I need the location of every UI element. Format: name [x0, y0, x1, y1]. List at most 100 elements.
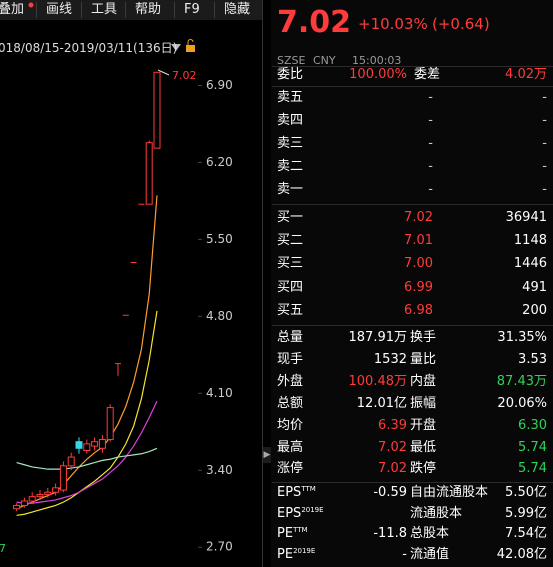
candle-body: [20, 500, 28, 506]
y-tick-label: 4.80: [206, 309, 233, 323]
ask-volume: -: [542, 90, 547, 105]
y-tick-label: 6.20: [206, 155, 233, 169]
bid-volume: 200: [522, 302, 547, 318]
stat-label: 总额: [277, 395, 304, 411]
y-tick-label: 2.70: [206, 540, 233, 554]
moving-average: [16, 310, 158, 516]
fund-label: EPSTTM: [277, 485, 316, 500]
candle-body: [91, 441, 99, 447]
bid-volume: 36941: [505, 210, 547, 225]
ask-volume: -: [542, 113, 547, 128]
stat-value: 6.39: [378, 417, 407, 433]
stat-label: 量比: [410, 351, 437, 367]
fund-value: 5.50亿: [505, 485, 547, 500]
stat-value: 20.06%: [497, 395, 547, 411]
stat-value: 12.01亿: [356, 395, 407, 411]
quote-panel: [271, 0, 553, 567]
stat-value: 187.91万: [348, 330, 408, 345]
bid-volume: 491: [522, 279, 547, 295]
fund-label: PE2019E: [277, 546, 316, 562]
ask-label: 卖一: [277, 182, 304, 197]
candle-body: [28, 496, 36, 502]
change-percent: +10.03%: [358, 15, 428, 33]
y-tick-label: 6.90: [206, 78, 233, 92]
fund-value: -: [402, 546, 407, 562]
separator: [272, 66, 553, 67]
candle-body: [145, 142, 153, 205]
bid-price: 7.02: [404, 210, 433, 225]
row-label: 委差: [414, 67, 441, 82]
candle-body: [75, 441, 83, 449]
stat-label: 振幅: [410, 395, 437, 411]
fund-label: 总股本: [410, 526, 450, 541]
bid-label: 买二: [277, 233, 304, 249]
ask-price: -: [428, 159, 433, 174]
lock-icon[interactable]: [186, 45, 195, 52]
moving-average: [16, 400, 158, 504]
toolbar: [0, 0, 262, 20]
fund-label: PETTM: [277, 526, 308, 541]
bid-label: 买四: [277, 279, 304, 295]
stat-value: 7.02: [378, 461, 407, 477]
ask-label: 卖三: [277, 136, 304, 151]
currency: CNY: [313, 54, 336, 67]
stat-value: 5.74: [518, 439, 547, 455]
lock-shackle: [187, 39, 194, 45]
fund-value: 5.99亿: [505, 505, 547, 521]
candle-body: [44, 491, 52, 495]
row-label: 委比: [277, 67, 304, 82]
stat-label: 换手: [410, 330, 437, 345]
collapse-handle[interactable]: ▶: [263, 447, 271, 463]
ask-label: 卖五: [277, 90, 304, 105]
ask-label: 卖二: [277, 159, 304, 174]
toolbar-button[interactable]: 叠加: [0, 2, 25, 17]
stat-value: 87.43万: [496, 373, 547, 389]
candle-body: [67, 456, 75, 467]
bid-volume: 1148: [513, 233, 547, 249]
toolbar-separator: [81, 2, 82, 18]
candle-body: [106, 407, 114, 440]
kline-chart: 6.90 6.20 5.50 4.80 4.10 3.40 2.70 7.02 7: [0, 2, 233, 555]
fund-label-sup: TTM: [301, 485, 316, 493]
bid-label: 买五: [277, 302, 304, 318]
toolbar-separator: [36, 2, 37, 18]
exchange: SZSE: [277, 54, 306, 67]
stat-label: 均价: [277, 417, 304, 433]
fund-label: 自由流通股本: [410, 485, 489, 500]
y-tick-label: 4.10: [206, 386, 233, 400]
moving-average: [16, 195, 158, 510]
quote-time: 15:00:03: [352, 54, 402, 67]
stat-value: 5.74: [518, 461, 547, 477]
toolbar-separator: [125, 2, 126, 18]
stat-label: 总量: [277, 330, 304, 345]
notify-dot: [28, 2, 34, 8]
ask-price: -: [428, 90, 433, 105]
stat-value: 1532: [373, 351, 407, 367]
candle-body: [36, 493, 44, 498]
candle-body: [153, 71, 161, 149]
y-tick-label: 5.50: [206, 232, 233, 246]
stat-value: 3.53: [518, 351, 547, 367]
toolbar-button[interactable]: 工具: [91, 2, 118, 17]
stat-label: 内盘: [410, 373, 437, 389]
ask-label: 卖四: [277, 113, 304, 128]
ask-volume: -: [542, 136, 547, 151]
stat-label: 开盘: [410, 417, 437, 433]
row-value: 100.00%: [349, 67, 407, 82]
last-price-label: 7.02: [172, 69, 197, 82]
stat-label: 现手: [277, 351, 304, 367]
toolbar-button[interactable]: 帮助: [135, 2, 162, 17]
toolbar-button[interactable]: 隐藏: [224, 2, 251, 17]
bid-label: 买三: [277, 256, 304, 272]
toolbar-button[interactable]: 画线: [46, 2, 73, 17]
separator: [272, 86, 553, 87]
stat-value: 7.02: [378, 439, 407, 455]
toolbar-button[interactable]: F9: [184, 2, 200, 17]
fund-value: -11.8: [373, 526, 407, 541]
price-pointer: [157, 69, 170, 76]
dropdown-arrow[interactable]: [171, 44, 181, 51]
ask-volume: -: [542, 159, 547, 174]
corner-label: 7: [0, 542, 6, 555]
candle-body: [83, 443, 91, 451]
stat-label: 最低: [410, 439, 437, 455]
